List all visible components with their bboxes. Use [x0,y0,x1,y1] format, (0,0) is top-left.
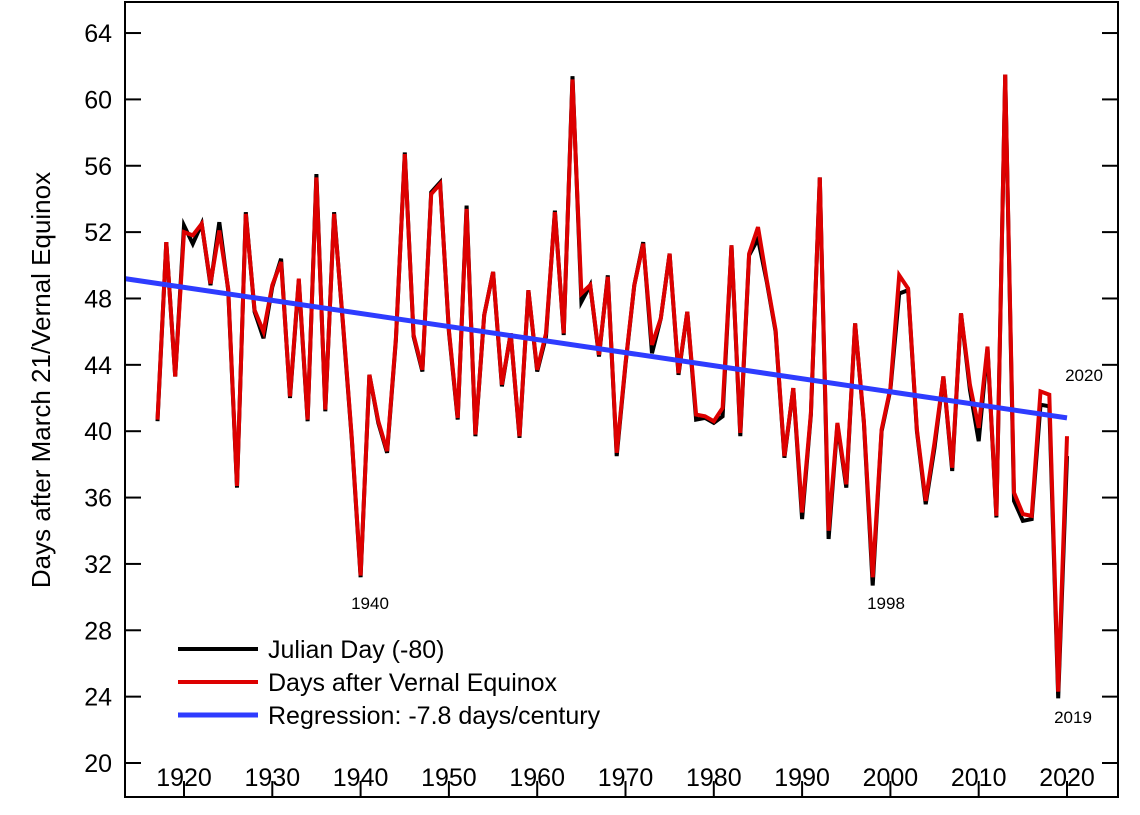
x-tick-label: 2000 [863,764,919,792]
y-tick-label: 32 [84,551,112,579]
annotation-1998: 1998 [867,594,905,613]
legend-label-equinox: Days after Vernal Equinox [268,669,558,697]
legend: Julian Day (-80) Days after Vernal Equin… [178,636,601,730]
y-axis-label: Days after March 21/Vernal Equinox [26,172,56,588]
x-tick-label: 1920 [156,764,212,792]
x-tick-label: 1980 [686,764,742,792]
plot-frame [124,1,1119,798]
x-tick-label: 1940 [333,764,389,792]
axis-ticks: 20 24 28 32 36 40 44 48 52 56 60 64 1920 1930 1940 1950… [84,20,1118,797]
y-tick-label: 28 [84,617,112,645]
legend-label-julian: Julian Day (-80) [268,636,444,664]
x-tick-label: 1970 [598,764,654,792]
y-tick-label: 24 [84,684,112,712]
series-line-2 [124,276,1068,421]
x-tick-label: 1950 [421,764,477,792]
y-tick-label: 64 [84,20,112,48]
annotation-2019: 2019 [1054,708,1092,727]
y-tick-label: 36 [84,485,112,513]
y-tick-label: 56 [84,153,112,181]
y-tick-label: 44 [84,352,112,380]
x-tick-label: 1930 [244,764,300,792]
y-tick-label: 48 [84,285,112,313]
y-tick-label: 40 [84,418,112,446]
x-tick-label: 2020 [1039,764,1095,792]
y-tick-label: 20 [84,750,112,778]
plot-lines [124,74,1069,699]
legend-label-regression: Regression: -7.8 days/century [268,702,601,730]
annotation-2020: 2020 [1065,366,1103,385]
series-line-1 [155,74,1069,692]
x-tick-label: 2010 [951,764,1007,792]
x-tick-label: 1990 [774,764,830,792]
x-tick-label: 1960 [509,764,565,792]
annotation-1940: 1940 [351,594,389,613]
y-tick-label: 60 [84,86,112,114]
y-tick-label: 52 [84,219,112,247]
